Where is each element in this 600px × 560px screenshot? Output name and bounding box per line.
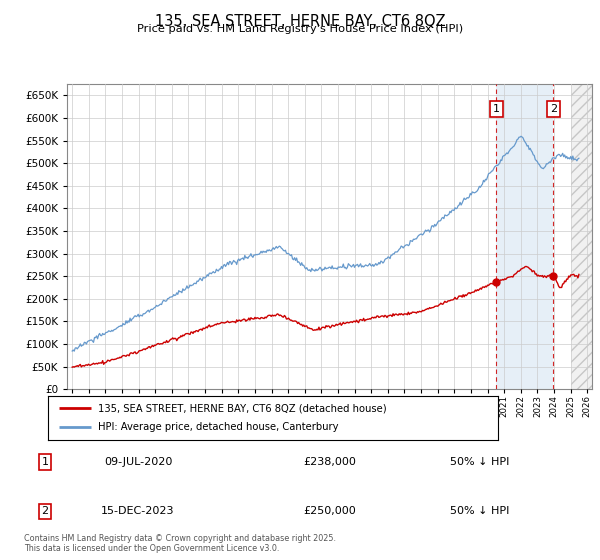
- Text: 50% ↓ HPI: 50% ↓ HPI: [451, 506, 509, 516]
- Text: 15-DEC-2023: 15-DEC-2023: [101, 506, 175, 516]
- Text: Contains HM Land Registry data © Crown copyright and database right 2025.
This d: Contains HM Land Registry data © Crown c…: [24, 534, 336, 553]
- Text: 1: 1: [41, 457, 49, 467]
- Text: £238,000: £238,000: [304, 457, 356, 467]
- Text: 50% ↓ HPI: 50% ↓ HPI: [451, 457, 509, 467]
- Text: HPI: Average price, detached house, Canterbury: HPI: Average price, detached house, Cant…: [97, 422, 338, 432]
- Text: 2: 2: [550, 104, 557, 114]
- Text: 1: 1: [493, 104, 500, 114]
- Bar: [496, 84, 553, 389]
- Text: 09-JUL-2020: 09-JUL-2020: [104, 457, 172, 467]
- Bar: [571, 84, 600, 389]
- Text: Price paid vs. HM Land Registry's House Price Index (HPI): Price paid vs. HM Land Registry's House …: [137, 24, 463, 34]
- Text: £250,000: £250,000: [304, 506, 356, 516]
- Text: 2: 2: [41, 506, 49, 516]
- Text: 135, SEA STREET, HERNE BAY, CT6 8QZ: 135, SEA STREET, HERNE BAY, CT6 8QZ: [155, 14, 445, 29]
- Text: 135, SEA STREET, HERNE BAY, CT6 8QZ (detached house): 135, SEA STREET, HERNE BAY, CT6 8QZ (det…: [97, 403, 386, 413]
